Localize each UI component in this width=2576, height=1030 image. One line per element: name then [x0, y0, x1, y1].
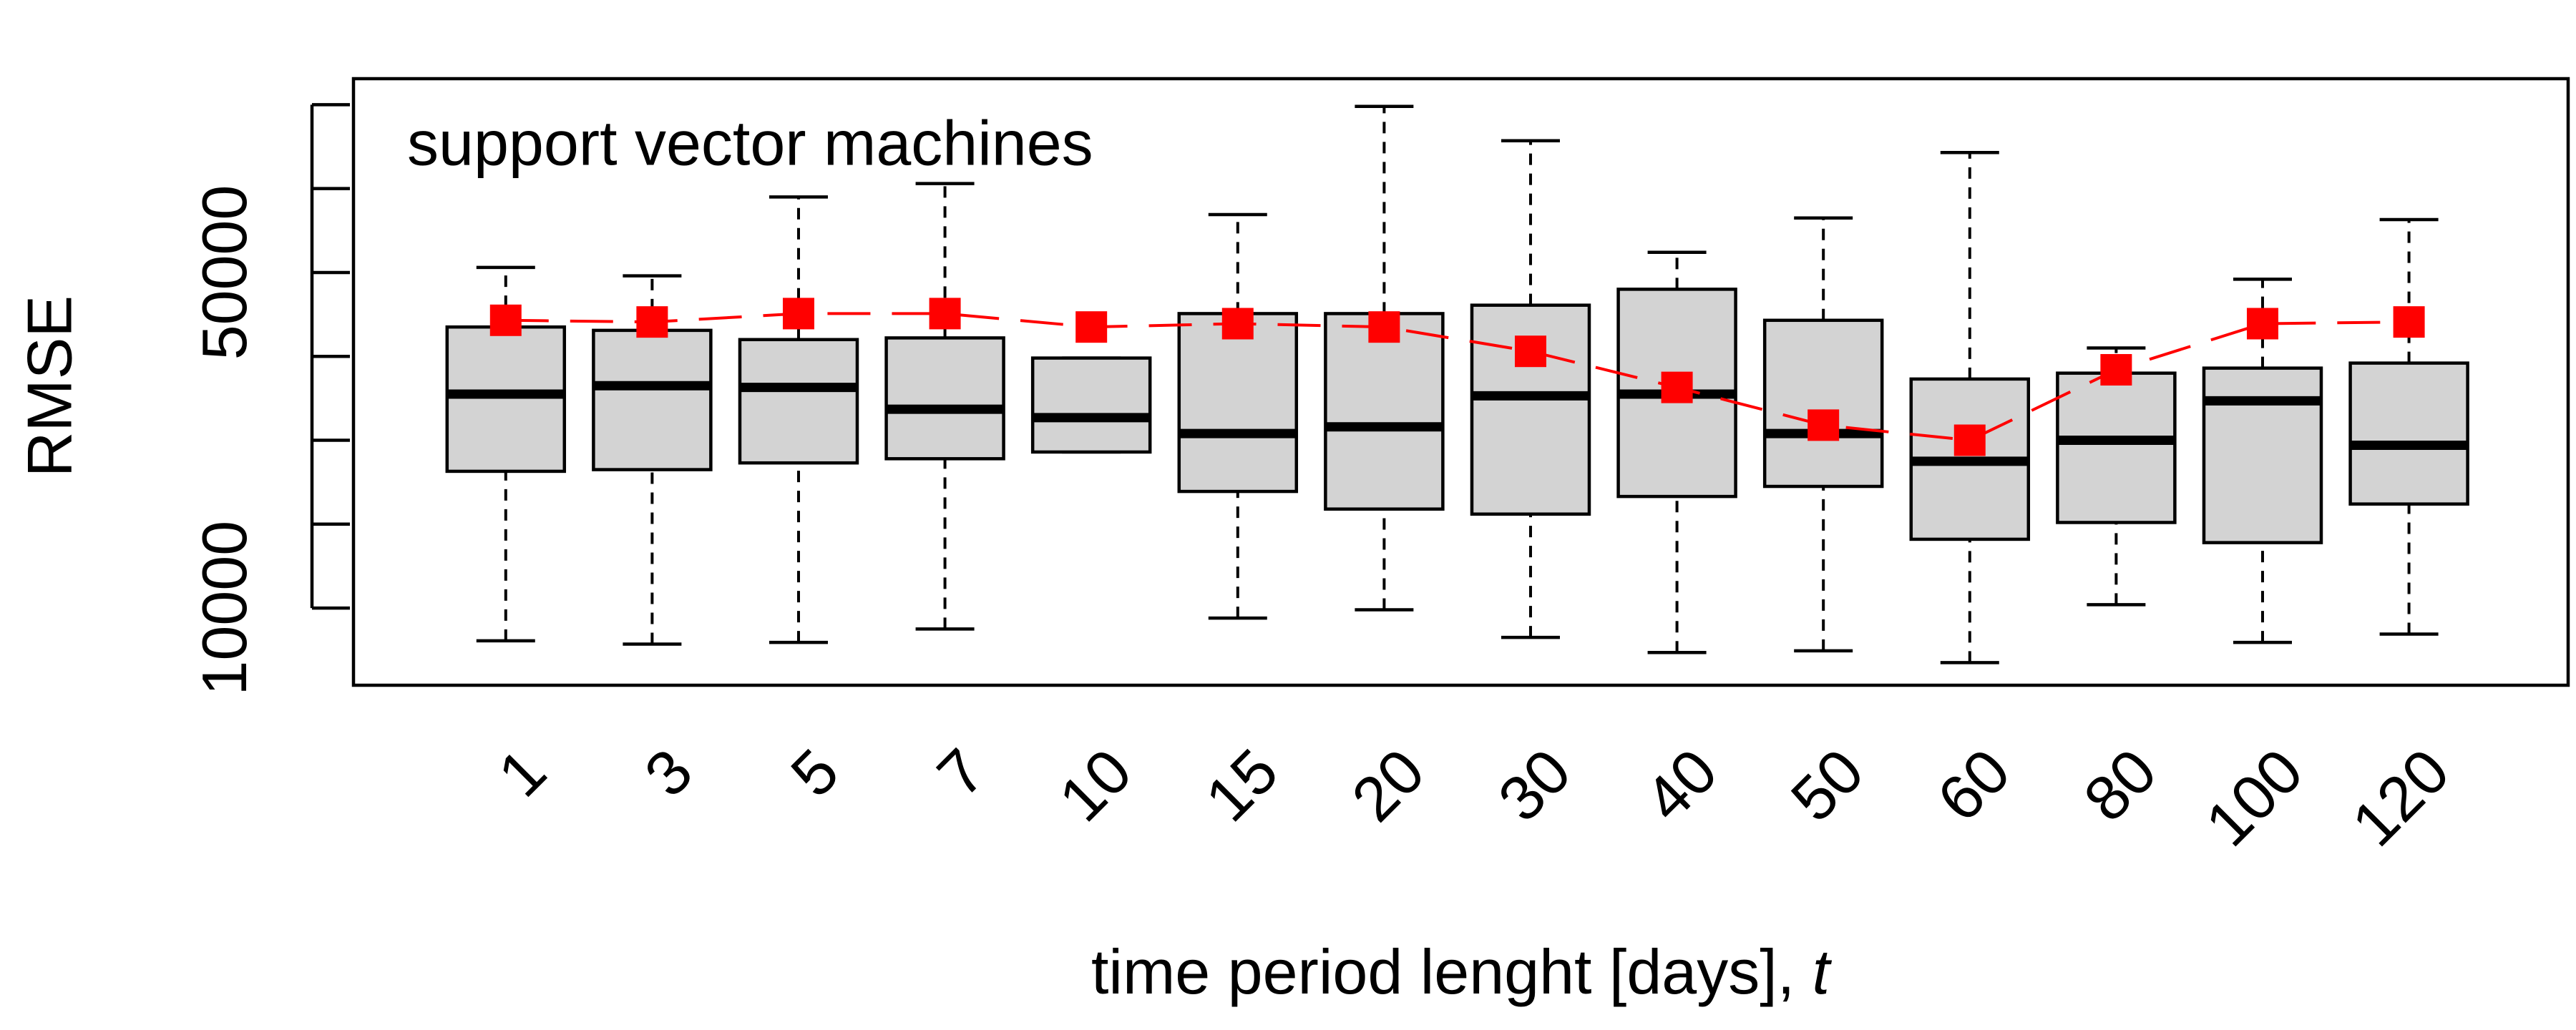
x-tick-label: 100 — [2192, 735, 2316, 860]
mean-marker — [489, 304, 522, 336]
x-axis-label-text: time period lenght [days], — [1091, 936, 1813, 1007]
plot-frame — [351, 77, 2570, 687]
box — [2202, 366, 2323, 544]
mean-marker — [636, 306, 668, 338]
mean-marker — [1661, 371, 1693, 403]
x-tick-label: 5 — [777, 735, 852, 810]
box — [2056, 371, 2177, 524]
x-axis-label-var: t — [1813, 936, 1833, 1007]
mean-marker — [1807, 409, 1840, 441]
mean-marker — [1953, 424, 1986, 456]
mean-marker — [782, 298, 814, 330]
box — [1030, 356, 1152, 454]
mean-marker — [2100, 353, 2132, 386]
x-tick-label: 120 — [2338, 735, 2463, 860]
box — [884, 336, 1005, 461]
x-tick-label: 7 — [924, 735, 999, 810]
x-tick-label: 20 — [1338, 735, 1438, 835]
box — [445, 325, 567, 474]
y-axis-label: RMSE — [14, 295, 84, 477]
box — [1177, 312, 1299, 494]
mean-marker — [2393, 306, 2425, 338]
mean-marker — [1221, 308, 1254, 340]
mean-marker — [1368, 311, 1400, 343]
x-axis-label: time period lenght [days], t — [1091, 936, 1833, 1007]
box — [1762, 318, 1884, 489]
x-tick-label: 60 — [1923, 735, 2023, 835]
x-tick-label: 80 — [2070, 735, 2170, 835]
annotation: support vector machines — [407, 107, 1093, 178]
box — [738, 338, 859, 465]
mean-marker — [929, 298, 961, 330]
box — [592, 328, 713, 471]
y-tick-label: 10000 — [189, 521, 260, 696]
y-tick-label: 50000 — [189, 185, 260, 360]
x-tick-label: 10 — [1045, 735, 1145, 835]
mean-line — [505, 312, 2409, 442]
x-tick-label: 30 — [1485, 735, 1584, 835]
mean-marker — [1075, 311, 1108, 343]
mean-marker — [2246, 308, 2278, 340]
mean-marker — [1514, 335, 1546, 368]
x-tick-label: 3 — [631, 735, 706, 810]
box — [2348, 361, 2469, 506]
x-tick-label: 50 — [1777, 735, 1877, 835]
box — [1324, 312, 1445, 511]
x-tick-label: 1 — [484, 735, 560, 810]
x-tick-label: 40 — [1631, 735, 1730, 835]
x-tick-label: 15 — [1191, 735, 1291, 835]
